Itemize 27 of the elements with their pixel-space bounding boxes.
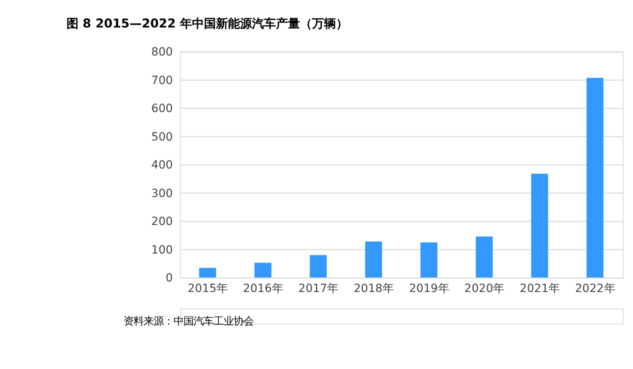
bar	[365, 242, 382, 278]
bar	[254, 262, 272, 278]
bar	[199, 268, 216, 278]
y-tick-label: 400	[151, 158, 173, 172]
bar	[310, 255, 327, 278]
y-tick-label: 600	[151, 102, 173, 116]
y-tick-label: 700	[151, 74, 173, 87]
y-tick-label: 800	[151, 46, 173, 59]
text: 资料来源：中国汽车工业协会	[123, 316, 254, 328]
x-tick-label: 2017年	[298, 282, 338, 296]
x-tick-label: 2020年	[464, 282, 504, 296]
x-tick-label: 2022年	[575, 282, 615, 296]
x-tick-label: 2019年	[409, 282, 449, 296]
bar	[586, 78, 604, 278]
y-tick-label: 0	[166, 272, 173, 285]
x-tick-label: 2018年	[354, 282, 394, 296]
x-tick-label: 2016年	[243, 282, 283, 296]
bar	[476, 236, 493, 278]
bar	[420, 242, 438, 278]
y-tick-label: 100	[151, 243, 173, 256]
y-tick-label: 500	[151, 130, 173, 144]
bar	[531, 174, 548, 278]
y-tick-label: 200	[151, 215, 173, 228]
x-tick-label: 2021年	[520, 282, 560, 296]
chart-title: 图 8 2015—2022 年中国新能源汽车产量（万辆）	[66, 16, 348, 30]
x-tick-label: 2015年	[188, 282, 228, 296]
y-tick-label: 300	[151, 186, 173, 200]
